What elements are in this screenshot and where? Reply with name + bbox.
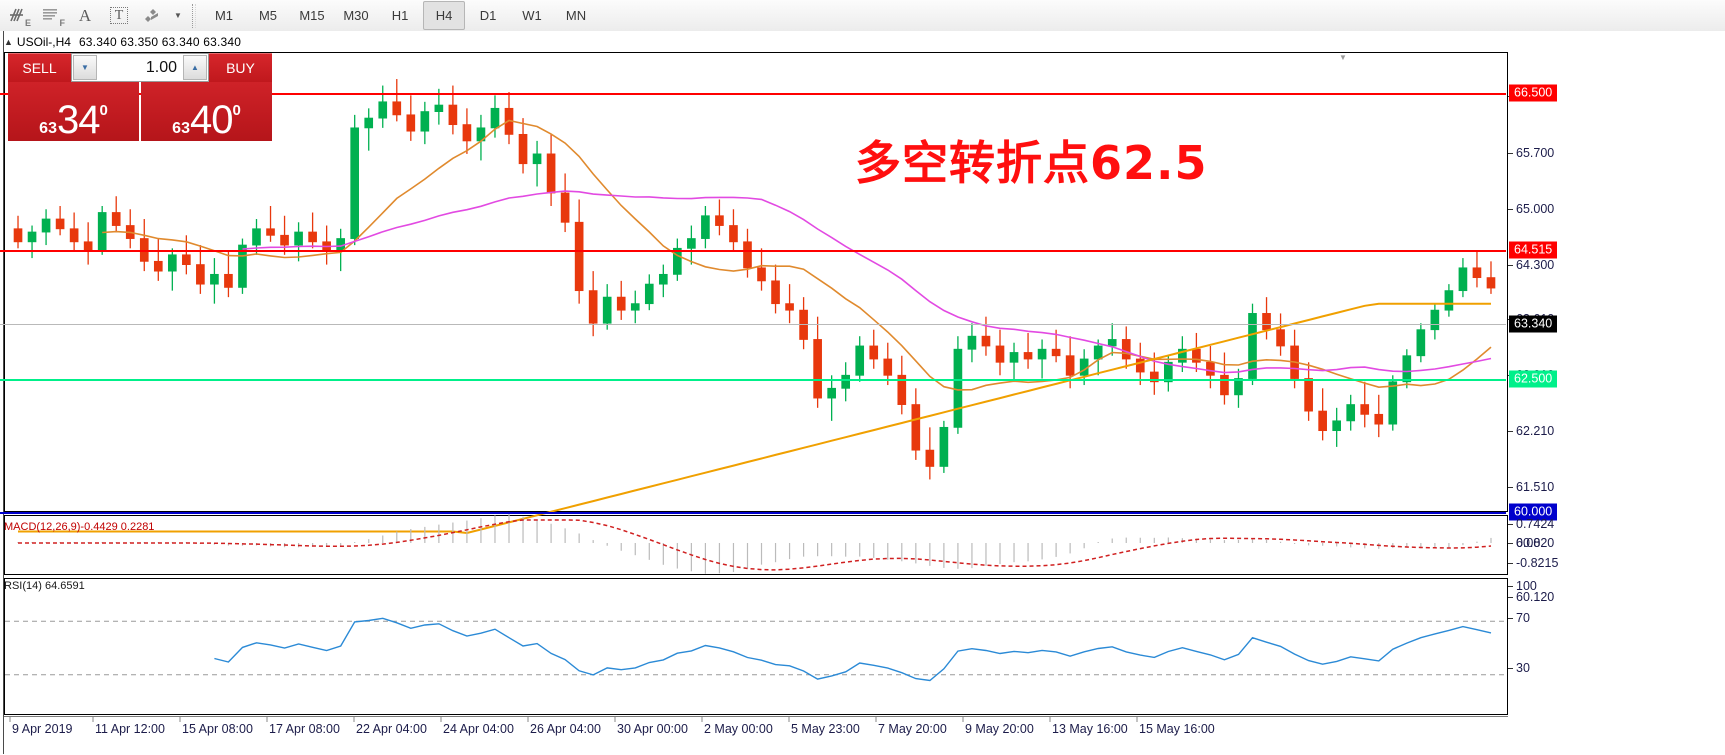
rsi-tick-label: 70 bbox=[1508, 611, 1530, 625]
buy-price-big-figure: 63 bbox=[172, 120, 190, 137]
moving-average-fast bbox=[102, 119, 1492, 391]
text-object-icon[interactable]: T bbox=[102, 1, 136, 30]
tab-timeframe-m1[interactable]: M1 bbox=[214, 8, 234, 23]
volume-increase-button[interactable]: ▲ bbox=[183, 55, 207, 80]
chart-scroll-handle[interactable]: ▼ bbox=[1339, 53, 1347, 62]
support-line-62500[interactable] bbox=[0, 379, 1506, 381]
expert-advisors-icon-sub: E bbox=[24, 18, 31, 28]
buy-price-fraction: 0 bbox=[232, 102, 241, 119]
macd-tick-label: -0.8215 bbox=[1508, 556, 1558, 570]
tab-timeframe-mn[interactable]: MN bbox=[565, 8, 587, 23]
text-label-icon[interactable]: A bbox=[78, 5, 92, 25]
sell-price-display[interactable]: 63 34 0 bbox=[8, 82, 139, 141]
tab-timeframe-m15[interactable]: M15 bbox=[299, 8, 325, 23]
data-window-icon-sub: F bbox=[59, 18, 66, 28]
one-click-trading-panel[interactable]: SELL ▼ 1.00 ▲ BUY 63 34 0 bbox=[8, 53, 272, 141]
tab-timeframe-m30[interactable]: M30 bbox=[343, 8, 369, 23]
level-line-60000[interactable] bbox=[0, 512, 1506, 514]
time-tick-label: 2 May 00:00 bbox=[704, 722, 773, 736]
trade-panel-top-row: SELL ▼ 1.00 ▲ BUY bbox=[8, 53, 272, 82]
symbol-quote-bar: ▲ USOil-,H4 63.340 63.350 63.340 63.340 bbox=[4, 33, 1504, 51]
time-tick-label: 26 Apr 04:00 bbox=[530, 722, 601, 736]
macd-pane[interactable] bbox=[4, 515, 1508, 575]
macd-signal-line bbox=[18, 519, 1492, 571]
time-tick-label: 15 May 16:00 bbox=[1139, 722, 1215, 736]
time-tick-label: 15 Apr 08:00 bbox=[182, 722, 253, 736]
tab-timeframe-m5[interactable]: M5 bbox=[258, 8, 278, 23]
moving-average-slow bbox=[18, 302, 1491, 535]
price-level-label-support[interactable]: 62.500 bbox=[1509, 370, 1558, 388]
price-level-label-current-price[interactable]: 63.340 bbox=[1509, 315, 1558, 333]
buy-button[interactable]: BUY bbox=[209, 53, 272, 82]
data-window-icon[interactable]: F bbox=[34, 1, 68, 30]
time-scale[interactable]: 9 Apr 2019 11 Apr 12:00 15 Apr 08:00 17 Apr… bbox=[4, 716, 1508, 755]
chart-plot-layer bbox=[5, 79, 1504, 722]
macd-indicator-label: MACD(12,26,9)-0.4429 0.2281 bbox=[4, 521, 155, 533]
rsi-tick-label: 100 bbox=[1508, 579, 1537, 593]
chart-toolbar: E F A T ▼ bbox=[0, 0, 1725, 32]
price-tick-label: 62.210 bbox=[1508, 424, 1554, 438]
rsi-indicator-label: RSI(14) 64.6591 bbox=[4, 580, 85, 592]
sell-price-pips: 34 bbox=[56, 98, 100, 142]
macd-series bbox=[17, 513, 1492, 574]
objects-list-icon[interactable] bbox=[136, 1, 170, 30]
chart-annotation-text: 多空转折点62.5 bbox=[855, 136, 1208, 190]
price-tick-label: 60.120 bbox=[1508, 590, 1554, 604]
price-level-label-floor[interactable]: 60.000 bbox=[1509, 503, 1558, 521]
moving-average-medium bbox=[242, 190, 1492, 374]
rsi-pane[interactable] bbox=[4, 578, 1508, 715]
time-tick-label: 30 Apr 00:00 bbox=[617, 722, 688, 736]
buy-price-display[interactable]: 63 40 0 bbox=[141, 82, 272, 141]
rsi-line bbox=[214, 617, 1492, 682]
time-tick-label: 5 May 23:00 bbox=[791, 722, 860, 736]
price-scale[interactable]: 66.39065.70065.00064.30063.61062.91062.2… bbox=[1508, 52, 1718, 715]
time-tick-label: 22 Apr 04:00 bbox=[356, 722, 427, 736]
current-price-line bbox=[0, 324, 1506, 325]
sell-price-fraction: 0 bbox=[99, 102, 108, 119]
price-level-label-resistance[interactable]: 66.500 bbox=[1509, 84, 1558, 102]
volume-input[interactable]: ▼ 1.00 ▲ bbox=[71, 53, 209, 82]
price-tick-label: 64.300 bbox=[1508, 258, 1554, 272]
ohlc-values: 63.340 63.350 63.340 63.340 bbox=[78, 35, 242, 49]
sell-button[interactable]: SELL bbox=[8, 53, 71, 82]
trade-panel-prices: 63 34 0 63 40 0 bbox=[8, 82, 272, 141]
tab-timeframe-h1[interactable]: H1 bbox=[391, 8, 409, 23]
time-tick-label: 9 Apr 2019 bbox=[12, 722, 73, 736]
symbol-label: USOil-,H4 bbox=[16, 35, 71, 49]
price-pane[interactable] bbox=[4, 52, 1508, 512]
chevron-down-icon[interactable]: ▼ bbox=[174, 11, 182, 20]
time-tick-label: 13 May 16:00 bbox=[1052, 722, 1128, 736]
volume-decrease-button[interactable]: ▼ bbox=[73, 55, 97, 80]
time-tick-label: 17 Apr 08:00 bbox=[269, 722, 340, 736]
tab-timeframe-w1[interactable]: W1 bbox=[522, 8, 542, 23]
price-level-label-resistance[interactable]: 64.515 bbox=[1509, 241, 1558, 259]
macd-tick-label: 0.7424 bbox=[1508, 517, 1554, 531]
macd-tick-label: 0.00 bbox=[1508, 536, 1540, 550]
time-tick-label: 24 Apr 04:00 bbox=[443, 722, 514, 736]
price-tick-label: 61.510 bbox=[1508, 480, 1554, 494]
resistance-line-66500[interactable] bbox=[0, 93, 1506, 95]
time-tick-label: 11 Apr 12:00 bbox=[95, 722, 165, 736]
buy-price-pips: 40 bbox=[189, 98, 233, 142]
resistance-line-64515[interactable] bbox=[0, 250, 1506, 252]
collapse-triangle-icon[interactable]: ▲ bbox=[4, 37, 13, 47]
tab-timeframe-d1[interactable]: D1 bbox=[479, 8, 497, 23]
expert-advisors-icon[interactable]: E bbox=[0, 1, 34, 30]
price-tick-label: 65.000 bbox=[1508, 202, 1554, 216]
chart-area[interactable]: ▲ USOil-,H4 63.340 63.350 63.340 63.340 … bbox=[0, 31, 1725, 754]
chart-frame bbox=[3, 31, 1723, 754]
price-tick-label: 65.700 bbox=[1508, 146, 1554, 160]
time-tick-label: 7 May 20:00 bbox=[878, 722, 947, 736]
sell-price-big-figure: 63 bbox=[39, 120, 57, 137]
time-tick-label: 9 May 20:00 bbox=[965, 722, 1034, 736]
toolbar-separator bbox=[192, 3, 196, 28]
rsi-tick-label: 30 bbox=[1508, 661, 1530, 675]
tab-timeframe-h4[interactable]: H4 bbox=[423, 1, 465, 30]
volume-value[interactable]: 1.00 bbox=[145, 58, 177, 76]
candlestick-series bbox=[13, 79, 1496, 480]
